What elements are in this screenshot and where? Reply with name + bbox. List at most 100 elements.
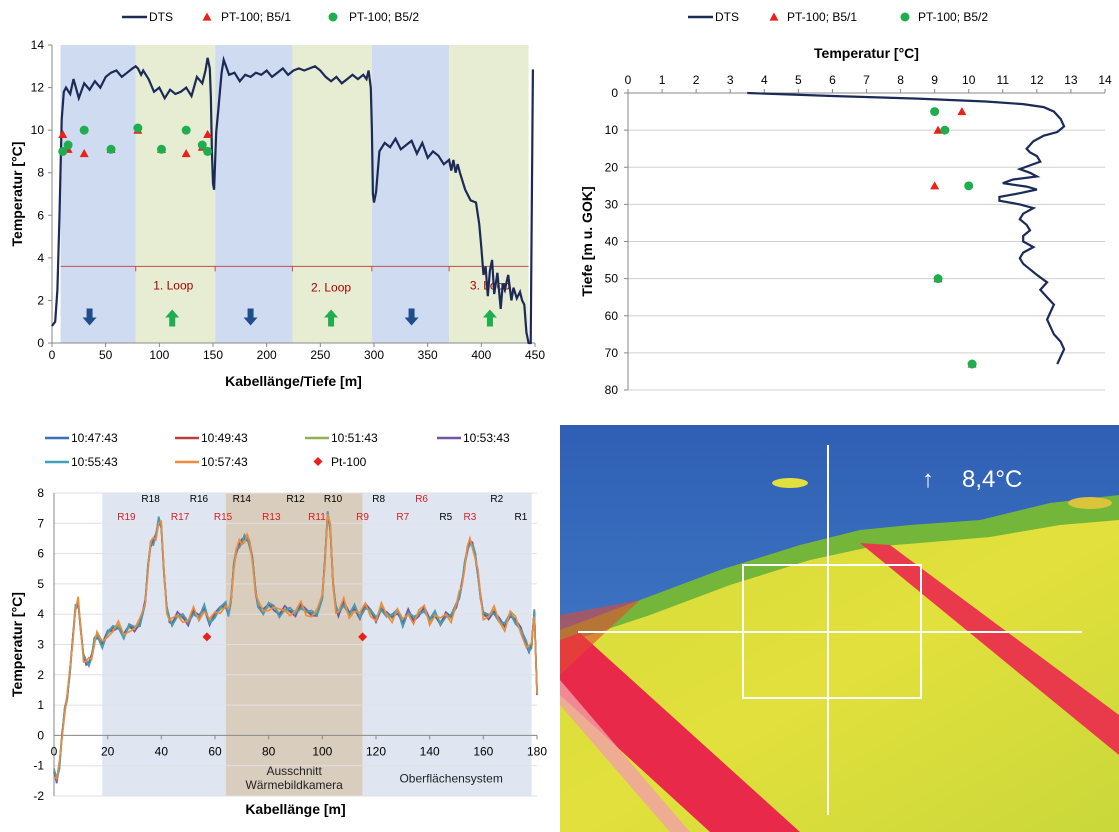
- arrow-down-icon: [404, 308, 419, 326]
- pt-b5-2-marker: [58, 146, 68, 156]
- y-axis-label: Tiefe [m u. GOK]: [579, 186, 595, 296]
- series-line-5: [53, 513, 538, 780]
- x-tick-label: 80: [262, 744, 276, 758]
- thermal-warm-spot-right: [1068, 497, 1112, 509]
- r-label: R2: [490, 494, 503, 505]
- y-axis-label: Temperatur [°C]: [9, 142, 25, 247]
- x-tick-label: 4: [761, 73, 768, 87]
- arrow-up-icon: [165, 309, 180, 327]
- pt-b5-2-marker: [967, 359, 977, 369]
- pt-b5-2-marker: [79, 125, 89, 135]
- x-tick-label: 8: [897, 73, 904, 87]
- thermal-warm-spot: [772, 478, 808, 488]
- region-label: Wärmebildkamera: [245, 778, 343, 792]
- x-tick-label: 1: [659, 73, 666, 87]
- r-label: R1: [515, 512, 528, 523]
- x-tick-label: 0: [625, 73, 632, 87]
- pt100-marker: [358, 632, 368, 642]
- y-tick-label: -1: [33, 759, 44, 773]
- pt-b5-2-marker: [197, 140, 207, 150]
- y-tick-label: 4: [37, 251, 44, 265]
- r-label: R7: [396, 512, 409, 523]
- r-label: R3: [464, 512, 477, 523]
- pt-b5-2-marker: [940, 125, 950, 135]
- pt-b5-2-marker: [106, 144, 116, 154]
- pt-b5-1-marker: [203, 129, 213, 138]
- r-label: R11: [308, 512, 326, 523]
- x-tick-label: 20: [101, 744, 115, 758]
- y-tick-label: 20: [605, 160, 619, 174]
- y-tick-label: 14: [31, 38, 45, 52]
- y-tick-label: -2: [33, 789, 44, 803]
- pt-b5-2-marker: [133, 123, 143, 133]
- x-tick-label: 3: [727, 73, 734, 87]
- x-tick-label: 11: [997, 73, 1010, 87]
- r-label: R5: [439, 512, 452, 523]
- x-tick-label: 6: [829, 73, 836, 87]
- y-tick-label: 0: [611, 86, 618, 100]
- x-tick-label: 2: [693, 73, 700, 87]
- legend-pt2-swatch: [328, 12, 338, 22]
- loop-label-2: 3. Loop: [470, 279, 510, 293]
- x-tick-label: 400: [471, 348, 491, 362]
- pt-b5-2-marker: [156, 144, 166, 154]
- x-tick-label: 9: [931, 73, 938, 87]
- pt-b5-1-marker: [933, 125, 943, 134]
- legend-pt2: PT-100; B5/2: [918, 10, 988, 24]
- pt-b5-2-marker: [203, 146, 213, 156]
- arrow-up-icon: [324, 309, 339, 327]
- pt100-marker: [202, 632, 212, 642]
- legend-entry: 10:53:43: [463, 431, 510, 445]
- x-tick-label: 150: [203, 348, 223, 362]
- y-tick-label: 5: [37, 577, 44, 591]
- x-axis-label: Kabellänge/Tiefe [m]: [225, 373, 362, 389]
- region-label: Ausschnitt: [266, 764, 322, 778]
- y-tick-label: 1: [37, 698, 44, 712]
- arrow-up-icon: [482, 309, 497, 327]
- r-label: R15: [214, 512, 233, 523]
- thermal-heat-stripe-upper: [860, 543, 1119, 755]
- x-tick-label: 120: [366, 744, 386, 758]
- x-tick-label: 40: [155, 744, 169, 758]
- x-tick-label: 350: [418, 348, 438, 362]
- y-tick-label: 40: [605, 235, 619, 249]
- y-tick-label: 2: [37, 668, 44, 682]
- x-tick-label: 140: [420, 744, 440, 758]
- y-tick-label: 3: [37, 638, 44, 652]
- x-tick-label: 100: [312, 744, 332, 758]
- x-tick-label: 180: [527, 744, 547, 758]
- legend-pt2-swatch: [900, 12, 910, 22]
- pt-b5-2-marker: [964, 181, 974, 191]
- legend-entry: 10:57:43: [201, 455, 248, 469]
- arrow-down-icon: [82, 308, 97, 326]
- thermal-arrow-icon: ↑: [922, 466, 934, 493]
- loop-label-1: 2. Loop: [311, 281, 351, 295]
- x-axis-label: Kabellänge [m]: [245, 801, 345, 817]
- arrow-down-icon: [243, 308, 258, 326]
- r-label: R19: [117, 512, 136, 523]
- legend-entry: Pt-100: [331, 455, 367, 469]
- measurement-box: [742, 564, 922, 699]
- x-tick-label: 100: [149, 348, 169, 362]
- pt-b5-1-marker: [957, 107, 967, 116]
- pt-b5-1-marker: [181, 149, 191, 158]
- loop-band-1: [135, 45, 216, 343]
- chart-title: Temperatur [°C]: [814, 45, 919, 61]
- x-tick-label: 160: [473, 744, 493, 758]
- x-tick-label: 5: [795, 73, 802, 87]
- x-tick-label: 0: [49, 348, 56, 362]
- loop-band-3: [292, 45, 372, 343]
- loop-band-4: [371, 45, 450, 343]
- y-tick-label: 60: [605, 309, 619, 323]
- pt-b5-1-marker: [58, 129, 68, 138]
- y-tick-label: 10: [605, 123, 619, 137]
- thermal-camera-image: ↑ 8,4°C: [560, 425, 1119, 832]
- r-label: R13: [262, 512, 281, 523]
- y-tick-label: 30: [605, 197, 619, 211]
- r-label: R10: [324, 494, 343, 505]
- dts-line: [747, 91, 1066, 365]
- x-tick-label: 450: [525, 348, 545, 362]
- legend-entry: 10:51:43: [331, 431, 378, 445]
- y-tick-label: 12: [31, 81, 45, 95]
